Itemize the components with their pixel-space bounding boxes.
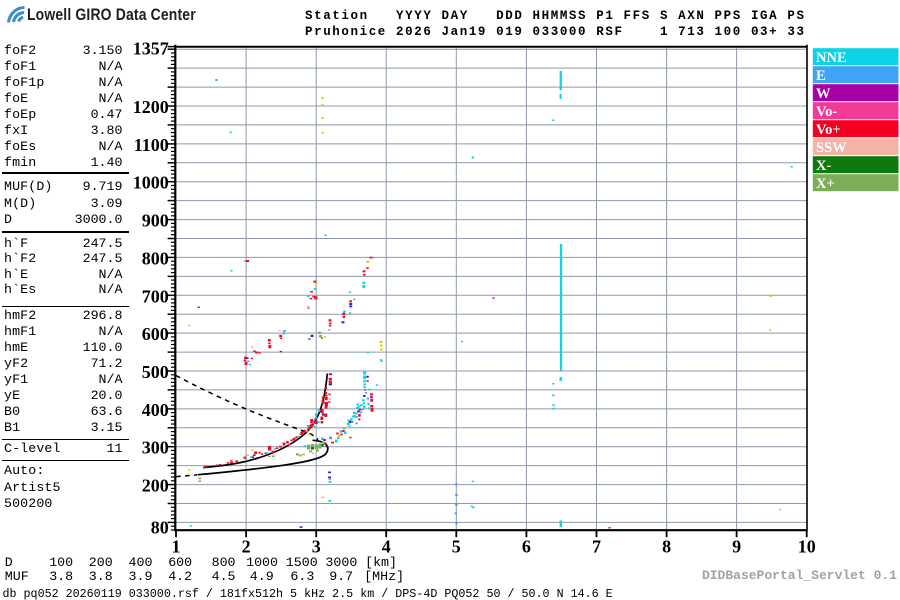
svg-text:NNE: NNE [816, 50, 847, 66]
svg-text:1200: 1200 [133, 97, 169, 117]
svg-text:X+: X+ [816, 176, 835, 192]
svg-text:2: 2 [242, 537, 251, 557]
svg-text:9: 9 [732, 537, 741, 557]
svg-text:E: E [816, 68, 826, 84]
svg-text:Vo+: Vo+ [816, 122, 841, 138]
svg-text:400: 400 [142, 400, 169, 420]
svg-text:X-: X- [816, 158, 831, 174]
svg-text:900: 900 [142, 211, 169, 231]
svg-text:1000: 1000 [133, 173, 169, 193]
svg-text:800: 800 [142, 248, 169, 268]
svg-text:8: 8 [662, 537, 671, 557]
svg-text:SSW: SSW [816, 140, 847, 156]
svg-text:600: 600 [142, 324, 169, 344]
svg-text:300: 300 [142, 438, 169, 458]
svg-text:1100: 1100 [134, 135, 169, 155]
svg-text:500: 500 [142, 362, 169, 382]
svg-text:4: 4 [382, 537, 391, 557]
svg-text:1357: 1357 [133, 39, 169, 59]
svg-text:10: 10 [798, 537, 816, 557]
svg-text:W: W [816, 86, 831, 102]
svg-text:1: 1 [172, 537, 181, 557]
svg-text:Vo-: Vo- [816, 104, 837, 120]
svg-text:6: 6 [522, 537, 531, 557]
svg-text:700: 700 [142, 286, 169, 306]
svg-text:7: 7 [592, 537, 601, 557]
svg-text:80: 80 [151, 518, 169, 538]
svg-text:5: 5 [452, 537, 461, 557]
svg-text:200: 200 [142, 476, 169, 496]
svg-text:3: 3 [312, 537, 321, 557]
